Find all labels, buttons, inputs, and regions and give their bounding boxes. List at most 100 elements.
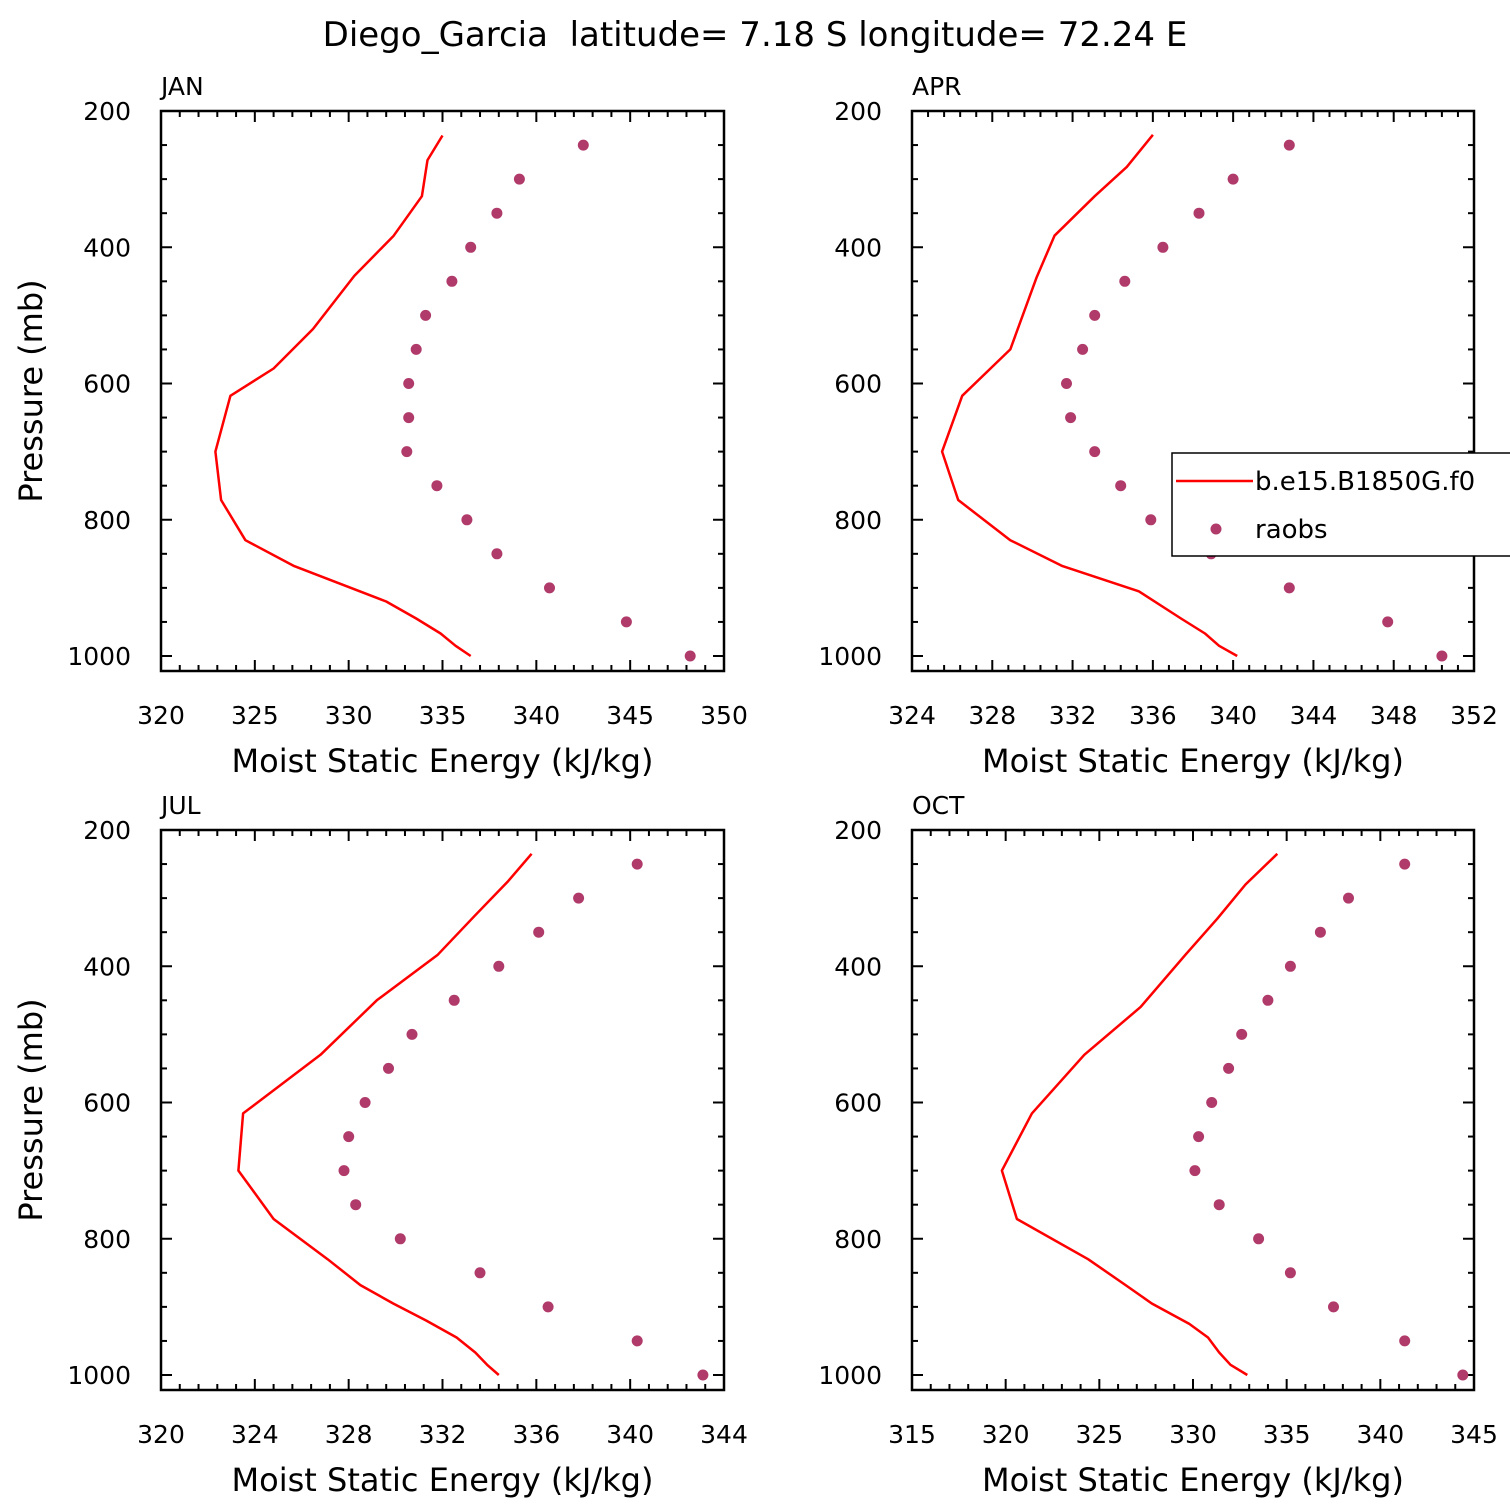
raobs-point xyxy=(697,1369,709,1381)
y-tick-label: 800 xyxy=(834,1225,882,1254)
y-tick-label: 200 xyxy=(83,816,131,845)
y-tick-label: 400 xyxy=(83,233,131,262)
raobs-point xyxy=(493,960,505,972)
plot-frame xyxy=(910,109,1476,673)
raobs-point xyxy=(420,309,432,321)
y-tick-label: 800 xyxy=(83,506,131,535)
raobs-point xyxy=(577,139,589,151)
x-tick-label: 325 xyxy=(231,701,279,730)
y-tick-label: 400 xyxy=(834,233,882,262)
raobs-point xyxy=(1119,275,1131,287)
raobs-point xyxy=(350,1199,362,1211)
x-tick-label: 330 xyxy=(325,701,373,730)
model-line xyxy=(940,134,1238,658)
legend-label-model: b.e15.B1850G.f0 xyxy=(1255,467,1475,497)
panel-title-oct: OCT xyxy=(912,791,965,820)
raobs-point xyxy=(631,1335,643,1347)
raobs-point xyxy=(1077,343,1089,355)
raobs-point xyxy=(1457,1369,1469,1381)
x-tick-label: 328 xyxy=(968,701,1016,730)
raobs-point xyxy=(1399,1335,1411,1347)
raobs-point xyxy=(403,412,415,424)
raobs-point xyxy=(1189,1165,1201,1177)
raobs-point xyxy=(1382,616,1394,628)
raobs-point xyxy=(513,173,525,185)
legend-label-raobs: raobs xyxy=(1255,515,1328,545)
raobs-point xyxy=(573,892,585,904)
plot-frame xyxy=(159,109,726,673)
y-tick-label: 200 xyxy=(834,816,882,845)
raobs-point xyxy=(1115,480,1127,492)
y-tick-label: 400 xyxy=(834,952,882,981)
y-tick-label: 1000 xyxy=(67,1361,131,1390)
x-tick-label: 336 xyxy=(1129,701,1177,730)
x-tick-label: 324 xyxy=(888,701,936,730)
raobs-point xyxy=(431,480,443,492)
raobs-point xyxy=(1145,514,1157,526)
panel-apr: APR 324 328 332 336 340 344 348 352 200 400 600 800… xyxy=(818,72,1497,780)
raobs-point xyxy=(446,275,458,287)
model-line xyxy=(237,852,533,1376)
raobs-point xyxy=(448,994,460,1006)
raobs-point xyxy=(1284,960,1296,972)
y-tick-label: 200 xyxy=(83,97,131,126)
panel-title-apr: APR xyxy=(912,72,962,101)
y-tick-label: 600 xyxy=(834,370,882,399)
x-tick-label: 335 xyxy=(1263,1420,1311,1449)
y-tick-label: 1000 xyxy=(818,642,882,671)
raobs-point xyxy=(1284,1267,1296,1279)
x-tick-label: 345 xyxy=(1450,1420,1498,1449)
raobs-point xyxy=(394,1233,406,1245)
raobs-point xyxy=(383,1062,394,1074)
x-tick-label: 320 xyxy=(137,1420,185,1449)
x-tick-label: 348 xyxy=(1370,701,1418,730)
raobs-point xyxy=(1253,1233,1265,1245)
y-tick-label: 200 xyxy=(834,97,882,126)
y-tick-label: 600 xyxy=(83,1089,131,1118)
raobs-point xyxy=(684,650,696,662)
y-tick-label: 1000 xyxy=(818,1361,882,1390)
x-tick-label: 352 xyxy=(1450,701,1498,730)
raobs-point xyxy=(359,1097,371,1108)
raobs-point xyxy=(1283,582,1295,594)
x-tick-label: 340 xyxy=(606,1420,654,1449)
raobs-point xyxy=(1227,173,1239,185)
x-tick-label: 350 xyxy=(700,701,748,730)
y-tick-label: 800 xyxy=(83,1225,131,1254)
y-tick-label: 800 xyxy=(834,506,882,535)
raobs-point xyxy=(1213,1199,1225,1211)
y-tick-label: 600 xyxy=(834,1089,882,1118)
x-axis-label: Moist Static Energy (kJ/kg) xyxy=(982,1461,1404,1499)
x-tick-label: 336 xyxy=(512,1420,560,1449)
x-tick-label: 324 xyxy=(231,1420,279,1449)
raobs-point xyxy=(1061,378,1072,389)
raobs-point xyxy=(491,207,503,219)
x-tick-label: 332 xyxy=(1049,701,1097,730)
raobs-point xyxy=(1436,650,1448,662)
panel-jul: JUL 320 324 328 332 336 340 344 200 400 600 800 100… xyxy=(12,791,748,1499)
y-tick-label: 600 xyxy=(83,370,131,399)
raobs-point xyxy=(1206,1097,1218,1108)
raobs-point xyxy=(1089,446,1101,458)
x-tick-label: 320 xyxy=(982,1420,1030,1449)
x-tick-label: 325 xyxy=(1075,1420,1123,1449)
raobs-point xyxy=(1089,309,1101,321)
x-tick-label: 332 xyxy=(419,1420,467,1449)
raobs-point xyxy=(1314,926,1326,938)
raobs-point xyxy=(401,446,413,458)
raobs-point xyxy=(1328,1301,1339,1313)
raobs-point xyxy=(338,1165,350,1177)
y-tick-label: 1000 xyxy=(67,642,131,671)
x-axis-label: Moist Static Energy (kJ/kg) xyxy=(232,1461,654,1499)
panel-jan: JAN 320 325 330 335 340 345 350 200 400 600 800 100… xyxy=(12,72,748,780)
x-tick-label: 315 xyxy=(888,1420,936,1449)
x-tick-label: 344 xyxy=(700,1420,748,1449)
raobs-point xyxy=(1283,139,1295,151)
x-axis-label: Moist Static Energy (kJ/kg) xyxy=(982,742,1404,780)
panel-title-jan: JAN xyxy=(159,72,204,101)
x-tick-label: 340 xyxy=(1356,1420,1404,1449)
raobs-point xyxy=(491,548,503,560)
y-tick-label: 400 xyxy=(83,952,131,981)
model-line xyxy=(1000,852,1279,1377)
